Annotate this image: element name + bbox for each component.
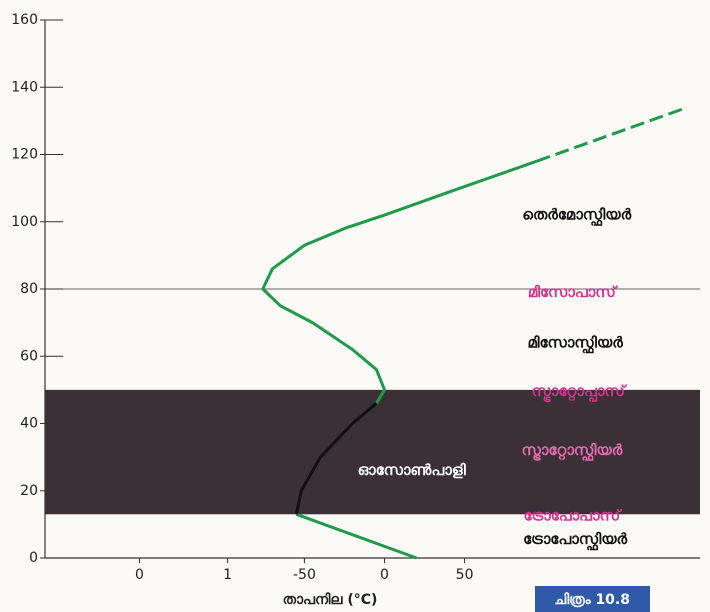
temperature-curve xyxy=(261,159,538,560)
layer-label: ഓസോൺപാളി xyxy=(358,461,467,479)
layer-label: ട്രോപോപാസ് xyxy=(524,506,623,524)
y-tick-label: 100 xyxy=(11,214,38,230)
y-tick-label: 0 xyxy=(29,550,38,566)
y-tick-label: 20 xyxy=(20,483,38,499)
layer-label: തെർമോസ്ഫിയർ xyxy=(522,206,631,227)
y-tick-label: 60 xyxy=(20,348,38,364)
layer-label: ട്രോപോസ്ഫിയർ xyxy=(523,530,627,551)
x-tick-label: 1 xyxy=(223,567,232,583)
figure-label: ചിത്രം 10.8 xyxy=(554,592,630,608)
layer-label: മിസോപാസ് xyxy=(528,283,619,301)
y-tick-label: 40 xyxy=(20,416,38,432)
temperature-curve xyxy=(294,402,378,515)
x-axis-label: താപനില (°C) xyxy=(283,592,378,608)
temperature-curve xyxy=(536,106,688,163)
layer-label: സ്ട്രാറ്റോപ്പാസ് xyxy=(532,382,628,403)
y-tick-label: 120 xyxy=(11,147,38,163)
layer-label: സ്ട്രാറ്റോസ്ഫിയർ xyxy=(522,441,623,462)
y-tick-label: 160 xyxy=(11,12,38,28)
layer-label: മിസോസ്ഫിയർ xyxy=(527,333,623,354)
x-tick-label: 0 xyxy=(135,567,144,583)
figure-label-box xyxy=(535,586,650,612)
x-tick-label: 50 xyxy=(456,567,474,583)
x-tick-label: -50 xyxy=(293,567,316,583)
x-tick-label: 0 xyxy=(380,567,389,583)
y-tick-label: 80 xyxy=(20,281,38,297)
shaded-layer xyxy=(45,389,700,515)
y-tick-label: 140 xyxy=(11,79,38,95)
